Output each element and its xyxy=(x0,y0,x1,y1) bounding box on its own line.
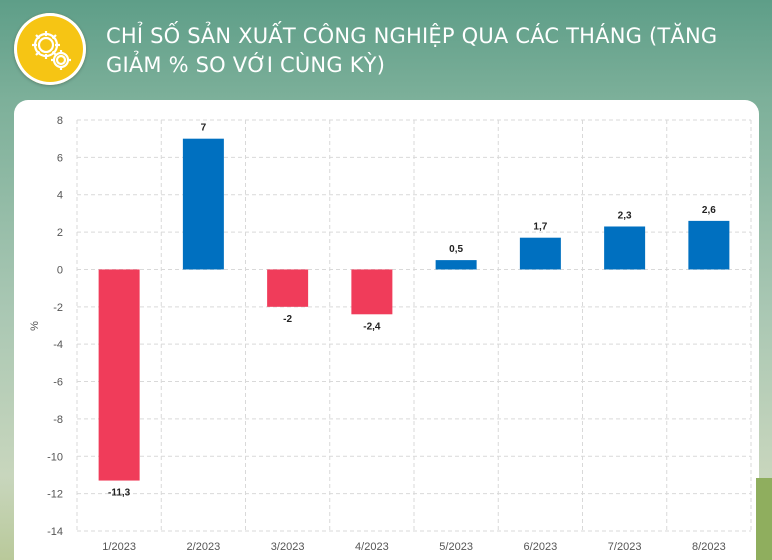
y-tick-label: 8 xyxy=(57,115,63,127)
bar xyxy=(604,226,646,270)
y-tick-label: 4 xyxy=(57,190,63,202)
data-label: 1,7 xyxy=(533,222,547,233)
y-tick-label: -10 xyxy=(47,451,63,463)
bar xyxy=(519,237,561,270)
bar xyxy=(267,269,309,307)
chart-card: 8 6 4 2 0 -2 -4 -6 -8 -10 -12 -14% -11,3 1/2023 7 2/202… xyxy=(14,100,759,560)
y-tick-label: -14 xyxy=(47,526,63,538)
y-tick-label: -2 xyxy=(53,302,63,314)
bar-chart: 8 6 4 2 0 -2 -4 -6 -8 -10 -12 -14% -11,3 1/2023 7 2/202… xyxy=(29,115,752,553)
data-label: 0,5 xyxy=(449,244,463,255)
data-label: -11,3 xyxy=(108,488,131,499)
y-axis-label: % xyxy=(29,321,41,331)
data-label: 2,3 xyxy=(618,210,632,221)
x-tick-label: 6/2023 xyxy=(524,541,558,553)
bar xyxy=(435,260,477,270)
data-label: -2,4 xyxy=(363,321,381,332)
data-label: 2,6 xyxy=(702,205,716,216)
bar xyxy=(688,220,730,270)
page-title: CHỈ SỐ SẢN XUẤT CÔNG NGHIỆP QUA CÁC THÁN… xyxy=(106,24,718,77)
logo xyxy=(14,13,86,85)
bar xyxy=(182,138,224,270)
x-tick-label: 3/2023 xyxy=(271,541,305,553)
y-tick-label: -4 xyxy=(53,339,63,351)
y-tick-label: -6 xyxy=(53,377,63,389)
y-tick-label: -12 xyxy=(47,489,63,501)
y-tick-label: 6 xyxy=(57,152,63,164)
y-tick-label: -8 xyxy=(53,414,63,426)
background-hill xyxy=(756,478,772,560)
bar xyxy=(351,269,393,315)
x-tick-label: 5/2023 xyxy=(439,541,473,553)
y-tick-label: 2 xyxy=(57,227,63,239)
x-tick-label: 1/2023 xyxy=(102,541,136,553)
gear-icon xyxy=(32,31,71,70)
header: CHỈ SỐ SẢN XUẤT CÔNG NGHIỆP QUA CÁC THÁN… xyxy=(0,0,772,100)
data-label: -2 xyxy=(283,314,292,325)
x-tick-label: 4/2023 xyxy=(355,541,389,553)
x-tick-label: 8/2023 xyxy=(692,541,726,553)
x-tick-label: 2/2023 xyxy=(187,541,221,553)
x-tick-label: 7/2023 xyxy=(608,541,642,553)
bar xyxy=(98,269,140,481)
y-tick-label: 0 xyxy=(57,264,63,276)
data-label: 7 xyxy=(201,123,207,134)
